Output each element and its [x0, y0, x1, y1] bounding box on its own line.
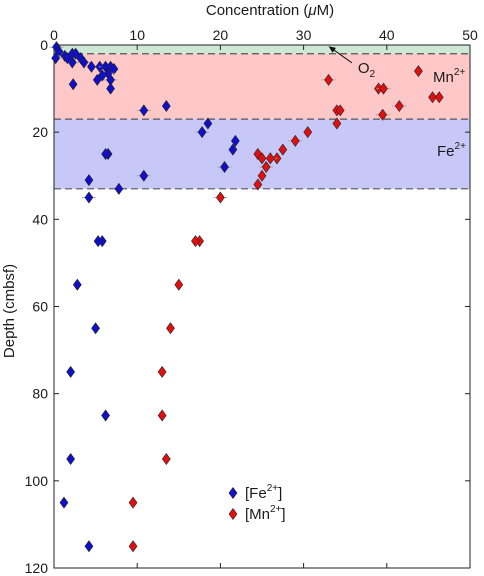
fe-point-29 [101, 147, 110, 160]
o2-arrow [331, 47, 353, 64]
fe-point-38 [66, 365, 76, 378]
fe-point-36 [72, 278, 82, 291]
mn-point-10 [332, 117, 342, 130]
fe-point-37 [91, 322, 100, 335]
x-tick-label-2: 20 [213, 27, 229, 43]
y-tick-label-1: 20 [32, 124, 48, 140]
zone-label-2: Fe2+ [437, 141, 466, 160]
x-tick-label-5: 50 [462, 27, 478, 43]
zone-labels: Mn2+ Fe2+ [433, 67, 466, 160]
fe-point-14 [109, 62, 119, 75]
mn-point-26 [157, 365, 167, 378]
fe-point-41 [59, 496, 69, 509]
fe-point-40 [66, 453, 76, 466]
fe-point-21 [139, 104, 149, 117]
fe-point-10 [87, 60, 96, 73]
mn-point-3 [379, 82, 388, 95]
mn-point-18 [261, 161, 271, 174]
zone-band-0 [54, 45, 470, 54]
zone-band-1 [54, 53, 470, 120]
x-tick-label-0: 0 [50, 27, 58, 43]
mn-point-11 [303, 126, 313, 139]
o2-annotation: O2 [328, 46, 376, 80]
legend: [Fe2+] [Mn2+] [228, 483, 286, 523]
fe-point-27 [220, 161, 229, 174]
mn-point-8 [434, 91, 444, 104]
fe-point-39 [101, 409, 110, 422]
fe-point-19 [68, 78, 78, 91]
fe-point-33 [84, 191, 94, 204]
mn-point-6 [394, 100, 404, 113]
fe-point-23 [203, 117, 213, 130]
mn-point-13 [278, 143, 288, 156]
fe-point-35 [93, 235, 103, 248]
data-points [49, 41, 444, 553]
mn-point-20 [253, 178, 263, 191]
x-tick-label-4: 40 [379, 27, 395, 43]
y-tick-label-6: 120 [25, 560, 49, 576]
x-tick-label-1: 10 [129, 27, 145, 43]
y-tick-label-3: 60 [32, 299, 48, 315]
y-tick-label-2: 40 [32, 211, 48, 227]
fe-point-30 [139, 169, 149, 182]
mn-point-12 [290, 134, 300, 147]
fe-point-17 [92, 73, 102, 86]
mn-point-19 [257, 169, 267, 182]
ticks: 0 10 20 30 40 50 0 20 40 60 80 100 120 [25, 27, 478, 576]
fe-point-32 [114, 182, 124, 195]
mn-point-21 [216, 191, 225, 204]
fe-point-20 [106, 82, 115, 95]
mn-point-9 [378, 108, 388, 121]
x-tick-label-3: 30 [296, 27, 312, 43]
mn-point-28 [161, 453, 171, 466]
o2-arrow-head [328, 46, 337, 53]
mn-point-17 [257, 152, 267, 165]
mn-point-7 [428, 91, 437, 104]
fe-point-24 [197, 126, 207, 139]
mn-point-25 [166, 322, 175, 335]
y-axis-title: Depth (cmbsf) [1, 264, 18, 358]
legend-label-0: [Fe2+] [245, 483, 282, 502]
zone-label-1: Mn2+ [433, 67, 465, 86]
x-axis-title: Concentration (μM) [206, 2, 334, 19]
mn-point-1 [414, 65, 423, 78]
fe-point-22 [161, 100, 171, 113]
y-tick-label-0: 0 [40, 37, 48, 53]
mn-point-23 [191, 235, 200, 248]
legend-label-1: [Mn2+] [245, 504, 286, 523]
mn-point-27 [157, 409, 167, 422]
legend-marker-0 [228, 486, 238, 500]
mn-point-15 [265, 152, 275, 165]
zone-boundaries [54, 53, 470, 190]
mn-point-0 [324, 73, 333, 86]
mn-point-29 [128, 496, 138, 509]
mn-point-24 [174, 278, 184, 291]
legend-marker-1 [228, 507, 238, 521]
fe-point-26 [228, 143, 238, 156]
fe-point-31 [84, 174, 94, 187]
y-tick-label-5: 100 [25, 473, 49, 489]
fe-point-9 [79, 56, 89, 69]
fe-point-8 [67, 56, 77, 69]
mn-point-30 [128, 540, 138, 553]
fe-point-42 [84, 540, 94, 553]
mn-point-5 [335, 104, 345, 117]
fe-point-25 [231, 134, 240, 147]
y-tick-label-4: 80 [32, 386, 48, 402]
o2-label: O2 [358, 60, 376, 80]
